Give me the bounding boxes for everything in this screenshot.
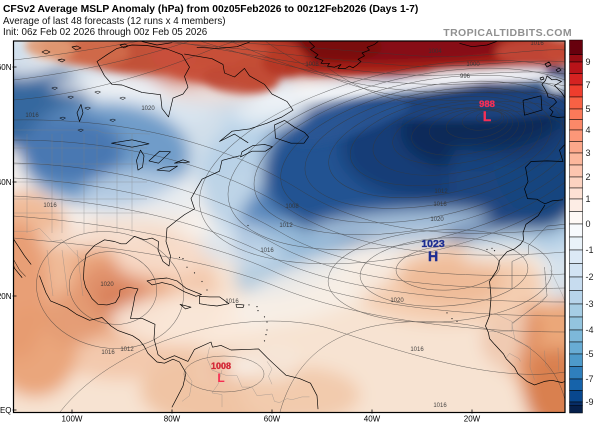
- svg-text:-5: -5: [586, 349, 594, 359]
- svg-text:TROPICALTIDBITS.COM: TROPICALTIDBITS.COM: [443, 27, 572, 39]
- svg-text:Init: 06z Feb 02 2026 through: Init: 06z Feb 02 2026 through 00z Feb 05…: [3, 27, 208, 38]
- svg-text:1000: 1000: [466, 62, 480, 68]
- svg-text:1008: 1008: [305, 62, 319, 68]
- svg-text:1012: 1012: [120, 347, 134, 353]
- svg-text:CFSv2 Average MSLP Anomaly (hP: CFSv2 Average MSLP Anomaly (hPa) from 00…: [3, 4, 418, 15]
- svg-text:80W: 80W: [164, 415, 181, 424]
- svg-text:1016: 1016: [101, 350, 115, 356]
- svg-text:1008: 1008: [211, 361, 231, 371]
- svg-text:-1: -1: [586, 245, 594, 255]
- svg-text:988: 988: [479, 99, 495, 110]
- svg-text:60N: 60N: [0, 63, 12, 72]
- svg-text:1016: 1016: [43, 203, 57, 209]
- svg-text:1016: 1016: [433, 202, 447, 208]
- svg-text:5: 5: [586, 104, 591, 114]
- svg-text:0: 0: [586, 219, 591, 229]
- svg-text:L: L: [483, 109, 491, 124]
- svg-text:-4: -4: [586, 325, 594, 335]
- svg-text:4: 4: [586, 125, 591, 135]
- svg-text:1020: 1020: [430, 217, 444, 223]
- svg-text:996: 996: [460, 74, 471, 80]
- svg-text:1012: 1012: [434, 189, 448, 195]
- svg-text:9: 9: [586, 57, 591, 67]
- svg-text:20W: 20W: [464, 415, 481, 424]
- svg-text:1: 1: [586, 194, 591, 204]
- svg-text:-9: -9: [586, 397, 594, 407]
- svg-text:1016: 1016: [260, 248, 274, 254]
- svg-text:H: H: [428, 248, 438, 264]
- svg-text:1016: 1016: [225, 299, 239, 305]
- svg-text:Average of last 48 forecasts (: Average of last 48 forecasts (12 runs x …: [3, 16, 226, 27]
- svg-text:100W: 100W: [62, 415, 83, 424]
- svg-text:1004: 1004: [428, 49, 442, 55]
- svg-text:3: 3: [586, 148, 591, 158]
- svg-text:40W: 40W: [364, 415, 381, 424]
- svg-text:20N: 20N: [0, 292, 12, 301]
- svg-text:EQ: EQ: [0, 406, 12, 415]
- svg-text:1023: 1023: [421, 238, 445, 250]
- svg-text:1020: 1020: [141, 106, 155, 112]
- svg-text:1016: 1016: [433, 403, 447, 409]
- svg-text:1020: 1020: [100, 282, 114, 288]
- svg-text:1016: 1016: [25, 113, 39, 119]
- svg-text:60W: 60W: [264, 415, 281, 424]
- svg-text:-3: -3: [586, 299, 594, 309]
- svg-text:-2: -2: [586, 272, 594, 282]
- svg-text:L: L: [217, 371, 224, 385]
- svg-text:1016: 1016: [410, 347, 424, 353]
- svg-text:1016: 1016: [530, 41, 544, 47]
- svg-text:7: 7: [586, 80, 591, 90]
- svg-text:2: 2: [586, 172, 591, 182]
- svg-text:-7: -7: [586, 374, 594, 384]
- svg-text:40N: 40N: [0, 178, 12, 187]
- svg-text:1020: 1020: [390, 298, 404, 304]
- svg-text:1012: 1012: [279, 223, 293, 229]
- svg-text:1008: 1008: [285, 204, 299, 210]
